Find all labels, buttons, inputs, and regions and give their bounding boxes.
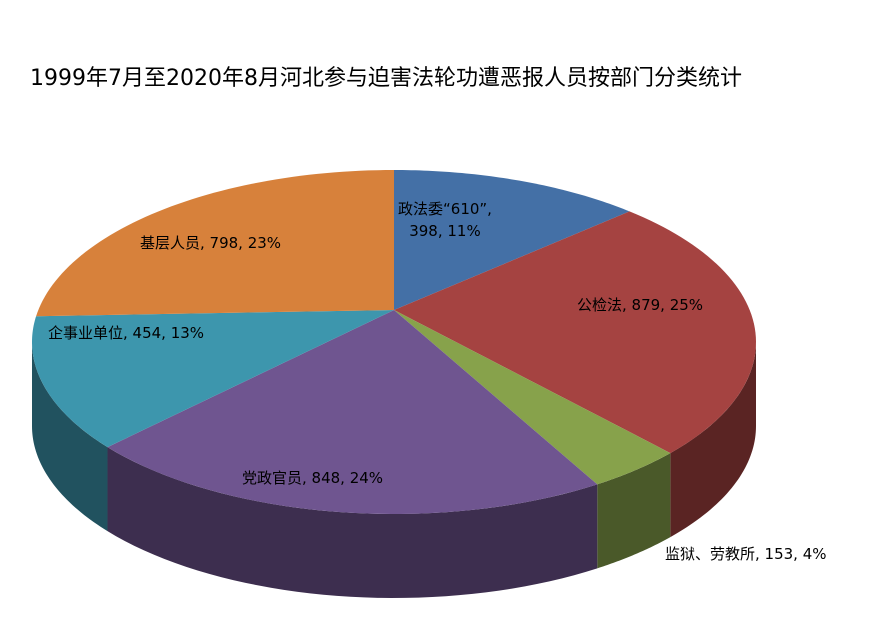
pie-slice-3: [107, 310, 598, 514]
label-zhengfawei: 政法委“610”, 398, 11%: [398, 198, 492, 242]
pie-slice-side-4: [32, 342, 108, 532]
label-gongjianfa: 公检法, 879, 25%: [577, 296, 704, 314]
pie-slice-1: [394, 211, 756, 454]
pie-slice-0: [394, 170, 630, 310]
chart-title: 1999年7月至2020年8月河北参与迫害法轮功遭恶报人员按部门分类统计: [30, 66, 742, 91]
pie-slice-4: [32, 310, 395, 448]
label-line: 政法委“610”,: [398, 200, 492, 218]
pie-slice-2: [394, 310, 671, 485]
pie-slice-side-1: [670, 342, 756, 538]
label-dangzheng: 党政官员, 848, 24%: [242, 469, 384, 487]
label-qishiye: 企事业单位, 454, 13%: [48, 324, 205, 342]
label-line: 398, 11%: [409, 222, 481, 240]
label-jianyu: 监狱、劳教所, 153, 4%: [665, 545, 827, 563]
pie-slice-side-3: [107, 447, 598, 598]
label-jiceng: 基层人员, 798, 23%: [140, 234, 282, 252]
pie-slice-5: [36, 170, 395, 317]
pie-slice-side-2: [597, 453, 671, 569]
